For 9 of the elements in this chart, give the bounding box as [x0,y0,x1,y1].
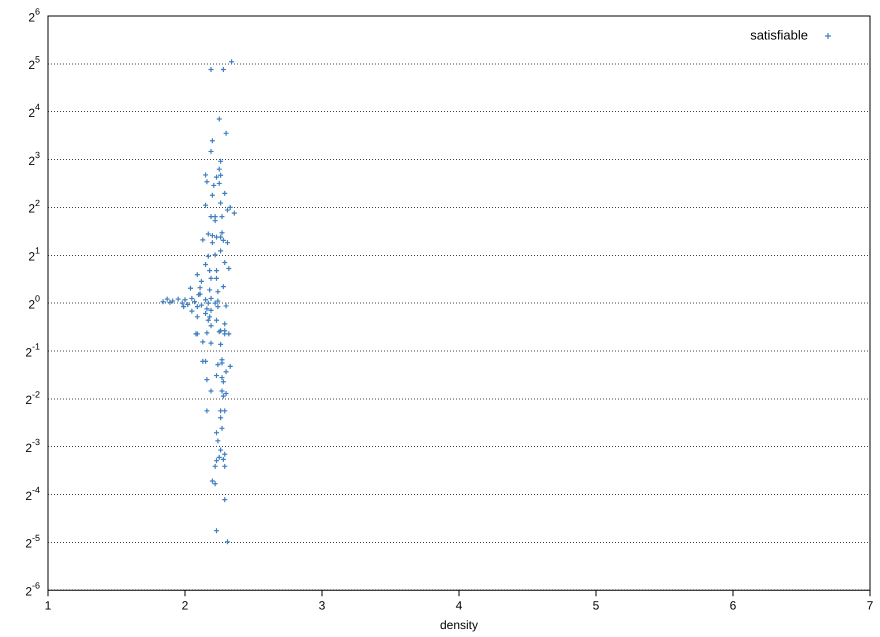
x-tick-label: 7 [866,598,874,613]
x-tick-label: 1 [44,598,52,613]
x-tick-label: 6 [730,598,737,613]
x-tick-label: 4 [456,598,463,613]
x-tick-label: 5 [592,598,600,613]
x-tick-label: 2 [182,598,189,613]
x-axis-title: density [440,618,478,632]
legend-label: satisfiable [750,28,808,43]
x-tick-label: 3 [318,598,326,613]
